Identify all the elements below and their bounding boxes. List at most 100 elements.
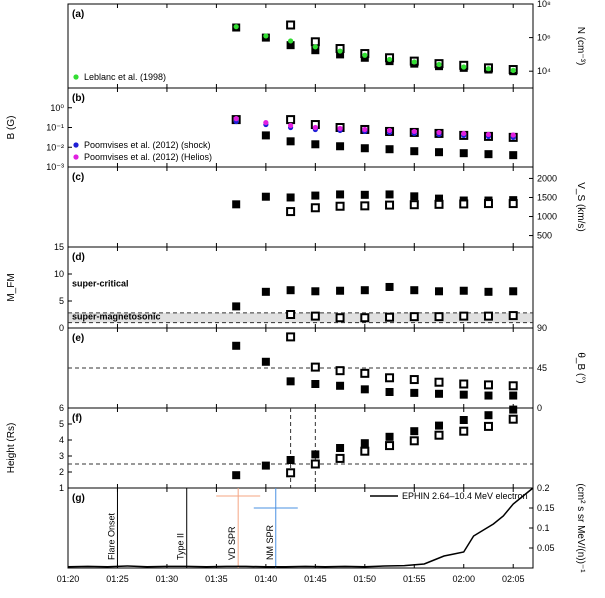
panel-b: 10⁰ 10⁻¹ 10⁻² 10⁻³ (b) B (G) Poomvises et al. … (6, 87, 534, 172)
legend-marker (73, 154, 79, 160)
data-point-green (337, 48, 343, 54)
data-point-open (385, 312, 395, 322)
data-point-open (434, 199, 444, 209)
data-point-filled (484, 411, 493, 420)
event-label: Type II (176, 533, 186, 560)
data-point-filled (385, 145, 394, 154)
x-tick-label: 01:20 (57, 574, 80, 584)
event-label: Flare Onset (106, 512, 116, 560)
data-point-filled (435, 421, 444, 430)
data-point-open (335, 366, 345, 376)
data-point-open (286, 332, 296, 342)
x-tick-label: 01:55 (403, 574, 426, 584)
data-point-filled (435, 148, 444, 157)
y-tick-label: 90 (537, 323, 547, 333)
data-point-filled (484, 287, 493, 296)
data-point-filled (311, 450, 320, 459)
y-tick-label: 5 (59, 419, 64, 429)
data-point-green (411, 59, 417, 65)
data-point-open (286, 20, 296, 30)
data-point-magenta (288, 122, 294, 129)
data-point-open (360, 201, 370, 211)
data-point-magenta (337, 125, 343, 132)
panel-g: 0.05 0.1 0.15 0.2 (g) (cm² s sr MeV/(n))⁻¹ Fla… (67, 483, 586, 573)
data-point-open (286, 310, 296, 319)
data-point-filled (232, 302, 241, 311)
y-tick-label: 0 (537, 403, 542, 413)
y-tick-label: 0.2 (537, 483, 550, 493)
y-axis-title: (cm² s sr MeV/(n))⁻¹ (575, 483, 586, 573)
y-tick-label: 0.15 (537, 503, 555, 513)
data-point-filled (336, 444, 345, 452)
x-tick-label: 01:40 (255, 574, 278, 584)
legend-marker (73, 74, 79, 80)
data-point-open (310, 311, 320, 321)
data-point-filled (261, 192, 270, 201)
y-tick-label: 4 (59, 435, 64, 445)
panel-label: (d) (72, 252, 85, 263)
data-point-filled (385, 432, 394, 441)
data-point-filled (232, 200, 241, 209)
data-point-green (436, 61, 442, 68)
data-point-open (286, 468, 296, 478)
y-axis-title: B (G) (6, 116, 17, 140)
data-point-green (461, 64, 467, 70)
data-point-magenta (362, 126, 368, 133)
data-point-filled (509, 151, 518, 160)
data-point-open (385, 200, 395, 210)
x-tick-label: 01:35 (205, 574, 228, 584)
data-point-filled (385, 388, 394, 396)
data-point-filled (311, 191, 320, 200)
legend: EPHIN 2.64–10.4 MeV electron (370, 491, 528, 501)
legend-marker (73, 142, 79, 148)
panel-label: (e) (72, 333, 84, 344)
data-point-open (310, 203, 320, 213)
y-tick-label: 6 (59, 403, 64, 413)
data-point-filled (385, 190, 394, 199)
data-point-open (360, 368, 370, 378)
data-point-filled (459, 416, 468, 424)
data-point-filled (286, 286, 295, 295)
data-point-filled (435, 287, 444, 296)
data-point-filled (286, 41, 295, 50)
data-point-magenta (436, 129, 442, 136)
data-point-open (409, 375, 419, 385)
data-point-filled (286, 456, 295, 464)
data-point-open (459, 311, 469, 321)
data-point-filled (410, 286, 419, 295)
data-point-open (335, 313, 345, 323)
y-tick-label: 0.1 (537, 523, 550, 533)
data-point-filled (410, 147, 419, 156)
data-point-filled (385, 282, 394, 291)
data-point-magenta (461, 130, 467, 137)
y-tick-label: 2000 (537, 173, 557, 183)
data-point-open (483, 421, 493, 431)
cross-label: NM SPR (265, 524, 275, 560)
legend: Leblanc et al. (1998) (73, 72, 166, 82)
y-tick-label: 500 (537, 231, 552, 241)
data-point-open (483, 380, 493, 390)
x-tick-label: 01:30 (156, 574, 179, 584)
y-axis-title: Height (Rs) (6, 423, 17, 474)
data-point-green (362, 52, 368, 58)
data-point-filled (360, 439, 369, 448)
data-point-green (233, 24, 239, 30)
y-axis-title: V_S (km/s) (575, 182, 586, 231)
data-point-filled (459, 390, 468, 399)
data-point-open (385, 373, 395, 383)
data-point-open (508, 199, 518, 209)
data-point-open (335, 453, 345, 463)
y-tick-label: 10⁻¹ (46, 123, 64, 133)
x-tick-label: 02:05 (502, 574, 525, 584)
data-point-filled (261, 287, 270, 296)
data-point-filled (435, 194, 444, 203)
legend-label: EPHIN 2.64–10.4 MeV electron (402, 491, 528, 501)
legend-label: Poomvises et al. (2012) (Helios) (84, 152, 212, 162)
data-point-filled (311, 46, 320, 55)
data-point-open (310, 459, 320, 469)
data-point-magenta (312, 124, 318, 131)
data-point-green (312, 44, 318, 50)
panel-e: 0 45 90 (e) θ_B (°) (67, 323, 586, 413)
data-point-filled (360, 190, 369, 199)
data-point-filled (360, 385, 369, 394)
